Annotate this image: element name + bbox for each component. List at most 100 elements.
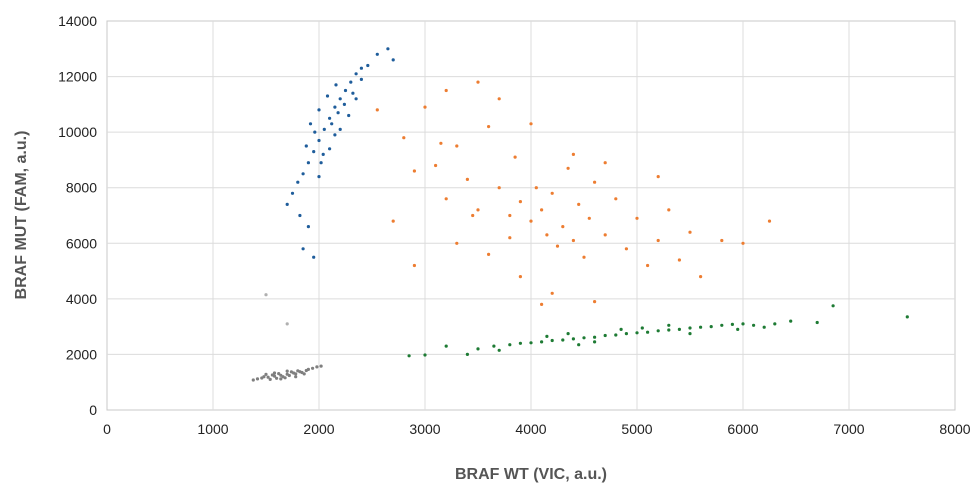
- data-point: [593, 340, 597, 344]
- data-point: [439, 141, 443, 145]
- data-point: [529, 219, 533, 223]
- data-point: [545, 334, 549, 338]
- cluster-3: [375, 80, 772, 306]
- data-point: [789, 319, 793, 323]
- data-point: [423, 353, 427, 357]
- data-point: [508, 343, 512, 347]
- data-point: [831, 304, 835, 308]
- data-point: [308, 122, 313, 126]
- data-point: [407, 354, 411, 358]
- data-point: [593, 335, 597, 339]
- data-point: [386, 47, 390, 51]
- y-tick-label: 2000: [66, 346, 97, 362]
- data-point: [497, 186, 501, 190]
- data-point: [550, 291, 554, 295]
- data-point: [283, 376, 287, 380]
- data-point: [262, 375, 266, 379]
- data-point: [603, 333, 607, 338]
- data-point: [736, 327, 740, 331]
- data-point: [587, 216, 591, 220]
- data-point: [709, 325, 713, 329]
- data-point: [640, 326, 644, 330]
- data-point: [540, 340, 544, 344]
- data-point: [577, 202, 581, 206]
- cluster-1: [251, 364, 323, 382]
- data-point: [279, 377, 283, 381]
- data-point: [359, 66, 363, 70]
- data-point: [767, 219, 772, 223]
- data-point: [593, 300, 597, 304]
- data-point: [773, 322, 777, 326]
- data-point: [317, 108, 321, 112]
- data-point: [815, 320, 819, 325]
- data-point: [465, 352, 469, 356]
- data-point: [264, 372, 268, 376]
- data-point: [330, 122, 334, 126]
- data-point: [465, 177, 469, 181]
- data-point: [905, 315, 909, 319]
- cluster-2: [285, 47, 395, 259]
- data-point: [619, 327, 623, 331]
- data-point: [277, 372, 281, 376]
- data-point: [752, 323, 756, 327]
- data-point: [290, 191, 295, 195]
- data-point: [545, 233, 549, 237]
- y-tick-label: 6000: [66, 235, 97, 251]
- data-point: [338, 97, 342, 101]
- data-point: [306, 225, 310, 229]
- x-tick-label: 6000: [727, 421, 758, 437]
- data-point: [444, 88, 448, 93]
- data-point: [603, 161, 607, 165]
- data-point: [333, 133, 337, 137]
- data-point: [762, 325, 766, 329]
- data-point: [354, 97, 358, 101]
- data-point: [315, 365, 319, 369]
- x-tick-label: 7000: [833, 421, 864, 437]
- data-point: [688, 326, 692, 330]
- x-tick-label: 0: [103, 421, 111, 437]
- data-point: [497, 97, 501, 101]
- y-tick-labels: 0 2000 4000 6000 8000 10000 12000 14000: [58, 13, 97, 418]
- data-point: [287, 373, 291, 378]
- data-point: [561, 338, 565, 342]
- data-point: [487, 252, 491, 256]
- x-tick-label: 5000: [621, 421, 652, 437]
- data-point: [359, 77, 363, 81]
- y-tick-label: 14000: [58, 13, 97, 29]
- data-point: [593, 180, 597, 184]
- x-axis-title: BRAF WT (VIC, a.u.): [455, 466, 607, 483]
- data-point: [296, 180, 300, 184]
- data-point: [646, 330, 650, 334]
- data-point: [667, 328, 671, 332]
- data-point: [677, 258, 682, 262]
- data-point: [476, 347, 480, 351]
- data-point: [487, 125, 491, 129]
- data-point: [304, 144, 308, 148]
- data-point: [434, 163, 438, 168]
- data-point: [317, 138, 321, 143]
- data-point: [555, 244, 560, 248]
- data-point: [255, 377, 260, 381]
- data-point: [375, 108, 379, 112]
- data-point: [455, 241, 459, 245]
- data-point: [497, 348, 501, 352]
- data-point: [298, 213, 302, 218]
- data-point: [264, 293, 268, 297]
- data-point: [342, 102, 346, 106]
- data-point: [635, 216, 639, 220]
- data-point: [603, 233, 607, 237]
- data-point: [354, 72, 358, 76]
- data-point: [321, 152, 325, 156]
- data-point: [529, 122, 533, 126]
- data-point: [402, 136, 406, 140]
- data-point: [566, 166, 570, 170]
- data-point: [476, 208, 480, 212]
- data-point: [294, 372, 298, 376]
- data-point: [518, 275, 523, 279]
- data-point: [614, 197, 618, 201]
- data-point: [582, 255, 586, 259]
- data-point: [444, 197, 448, 201]
- data-point: [508, 236, 512, 240]
- data-point: [336, 111, 340, 115]
- data-point: [412, 263, 416, 268]
